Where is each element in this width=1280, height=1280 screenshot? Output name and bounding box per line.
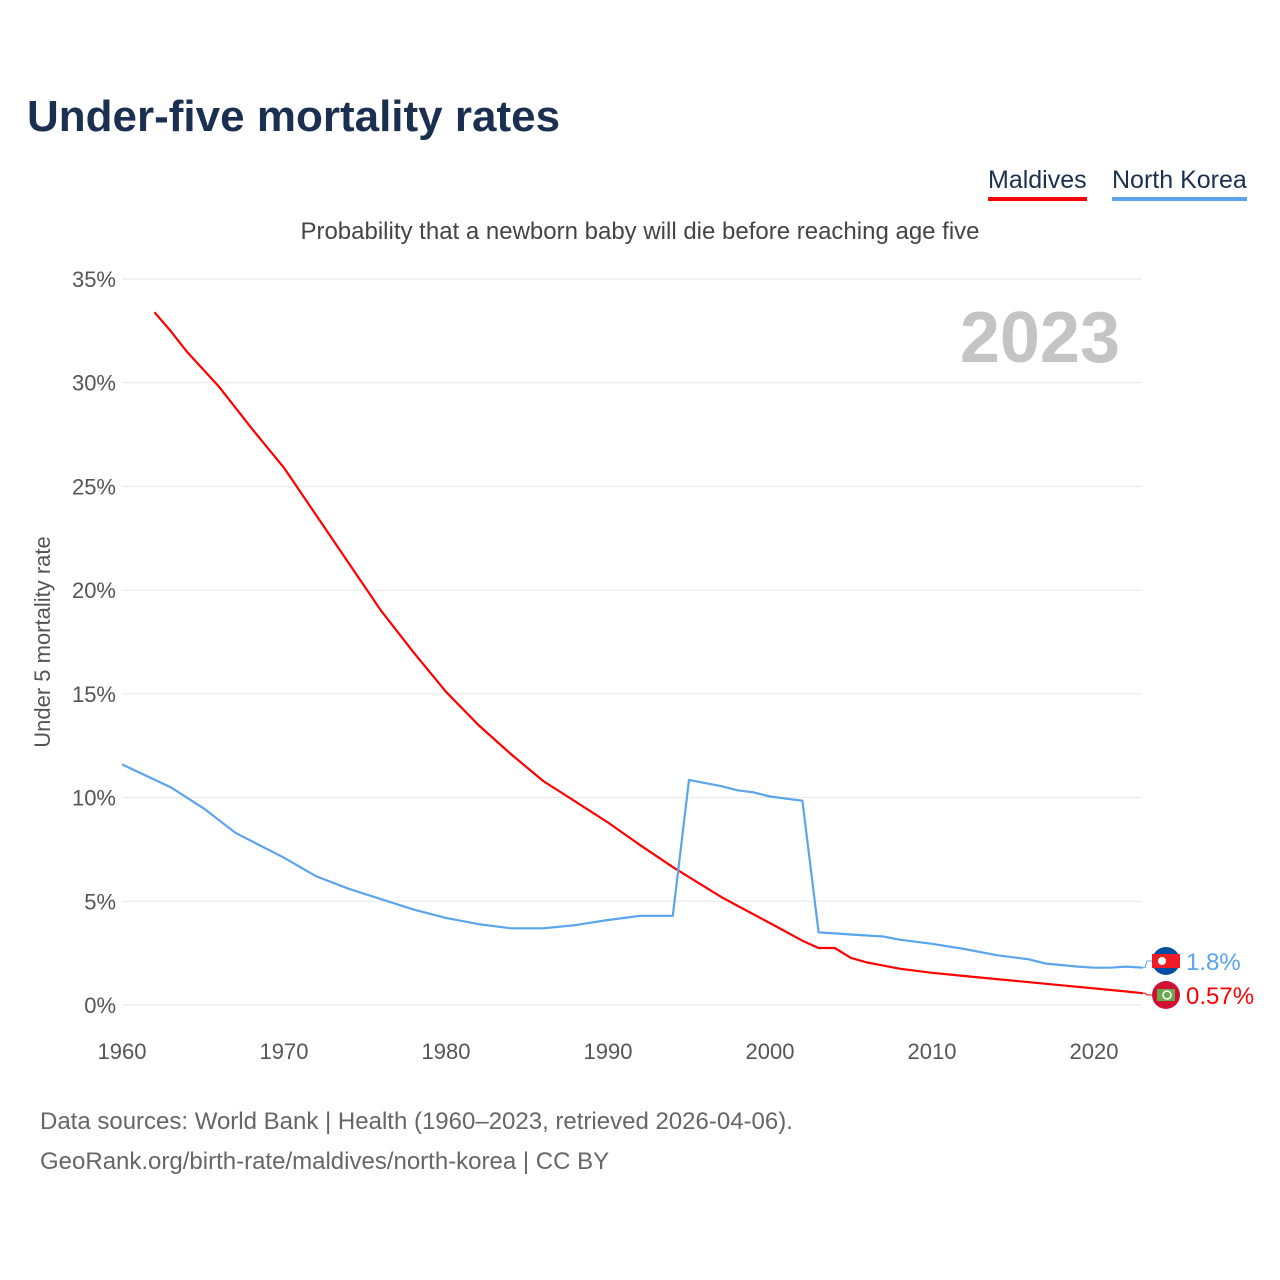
- x-tick-label: 1980: [422, 1039, 471, 1064]
- y-axis-label: Under 5 mortality rate: [30, 536, 55, 748]
- x-tick-label: 1960: [98, 1039, 147, 1064]
- x-tick-label: 2010: [908, 1039, 957, 1064]
- y-tick-label: 25%: [72, 474, 116, 499]
- end-connector: [1142, 992, 1152, 996]
- y-tick-label: 0%: [84, 993, 116, 1018]
- x-tick-label: 1970: [260, 1039, 309, 1064]
- y-tick-label: 15%: [72, 682, 116, 707]
- x-tick-label: 1990: [584, 1039, 633, 1064]
- y-tick-label: 30%: [72, 371, 116, 396]
- year-label: 2023: [960, 298, 1120, 378]
- series-line-maldives: [153, 311, 1143, 995]
- y-tick-label: 5%: [84, 889, 116, 914]
- chart-title: Under-five mortality rates: [27, 92, 561, 141]
- series-line-north-korea: [121, 763, 1143, 969]
- y-tick-label: 10%: [72, 786, 116, 811]
- y-tick-label: 20%: [72, 578, 116, 603]
- legend-maldives[interactable]: Maldives: [988, 166, 1087, 201]
- chart-subtitle: Probability that a newborn baby will die…: [300, 218, 980, 245]
- flag-star-icon: [1158, 957, 1166, 965]
- x-tick-label: 2000: [746, 1039, 795, 1064]
- crescent-icon: [1162, 990, 1172, 1000]
- y-tick-label: 35%: [72, 267, 116, 292]
- source-link[interactable]: GeoRank.org/birth-rate/maldives/north-ko…: [40, 1148, 610, 1175]
- end-value-label: 1.8%: [1186, 949, 1241, 976]
- source-text: Data sources: World Bank | Health (1960–…: [40, 1108, 793, 1135]
- end-connector: [1142, 960, 1152, 969]
- legend-north-korea[interactable]: North Korea: [1112, 166, 1247, 201]
- x-tick-label: 2020: [1070, 1039, 1119, 1064]
- end-value-label: 0.57%: [1186, 983, 1254, 1010]
